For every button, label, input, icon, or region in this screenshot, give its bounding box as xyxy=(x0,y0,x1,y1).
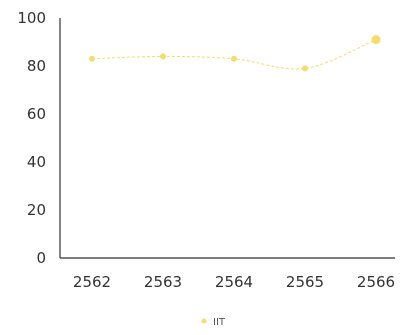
x-tick-label: 2566 xyxy=(357,273,395,291)
data-point[interactable] xyxy=(89,55,95,62)
data-point[interactable] xyxy=(371,35,381,45)
y-tick-label: 40 xyxy=(27,153,46,171)
legend-label-iit: IIT xyxy=(213,317,226,328)
x-tick-label: 2565 xyxy=(286,273,324,291)
series-line-iit xyxy=(91,39,377,70)
y-tick-label: 20 xyxy=(27,201,46,219)
data-point[interactable] xyxy=(302,65,308,72)
data-point[interactable] xyxy=(231,55,237,62)
legend[interactable]: IIT xyxy=(201,317,226,328)
legend-marker-iit xyxy=(201,318,207,324)
series-points-iit xyxy=(89,35,381,72)
y-tick-label: 100 xyxy=(17,9,46,27)
x-axis-ticks: 2562 2563 2564 2565 2566 xyxy=(73,273,395,291)
y-tick-label: 80 xyxy=(27,57,46,75)
data-point[interactable] xyxy=(160,53,166,60)
x-tick-label: 2564 xyxy=(215,273,253,291)
x-tick-label: 2562 xyxy=(73,273,111,291)
x-tick-label: 2563 xyxy=(144,273,182,291)
y-axis-ticks: 0 20 40 60 80 100 xyxy=(17,9,46,267)
y-tick-label: 0 xyxy=(36,249,46,267)
y-tick-label: 60 xyxy=(27,105,46,123)
